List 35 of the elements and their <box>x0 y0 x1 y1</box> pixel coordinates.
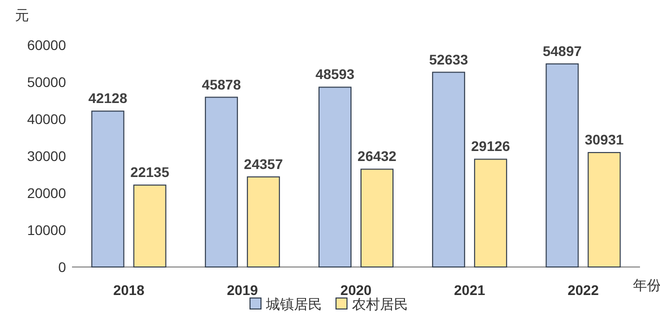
x-tick-label: 2022 <box>568 282 599 298</box>
data-label: 29126 <box>471 138 510 154</box>
data-label: 22135 <box>130 164 170 180</box>
data-label: 26432 <box>358 148 397 164</box>
data-label: 30931 <box>584 132 624 148</box>
x-tick-label: 2018 <box>113 282 145 298</box>
bar <box>360 168 394 268</box>
bar <box>91 110 124 268</box>
x-tick-label: 2020 <box>340 282 372 298</box>
data-label: 54897 <box>542 42 582 59</box>
bar <box>318 86 352 268</box>
bar <box>546 63 579 268</box>
bar <box>246 176 280 268</box>
y-tick-label: 50000 <box>27 74 66 90</box>
legend-label: 农村居民 <box>352 296 408 312</box>
y-axis-title: 元 <box>15 7 29 23</box>
legend-label: 城镇居民 <box>265 296 322 312</box>
bar <box>432 72 466 268</box>
data-label: 48593 <box>316 66 355 82</box>
data-label: 52633 <box>429 51 468 68</box>
bar <box>588 152 621 268</box>
bar <box>474 158 508 268</box>
x-tick-label: 2021 <box>454 282 486 298</box>
y-tick-label: 20000 <box>27 185 66 201</box>
data-label: 45878 <box>202 76 242 92</box>
y-tick-label: 60000 <box>27 37 66 53</box>
bar <box>133 184 166 268</box>
y-tick-label: 10000 <box>27 222 66 238</box>
y-tick-label: 0 <box>58 259 66 275</box>
x-tick-label: 2019 <box>226 282 258 298</box>
data-label: 42128 <box>88 90 128 106</box>
y-tick-label: 30000 <box>27 148 66 164</box>
y-tick-label: 40000 <box>27 111 66 127</box>
data-label: 24357 <box>244 156 284 172</box>
bar <box>204 96 238 268</box>
